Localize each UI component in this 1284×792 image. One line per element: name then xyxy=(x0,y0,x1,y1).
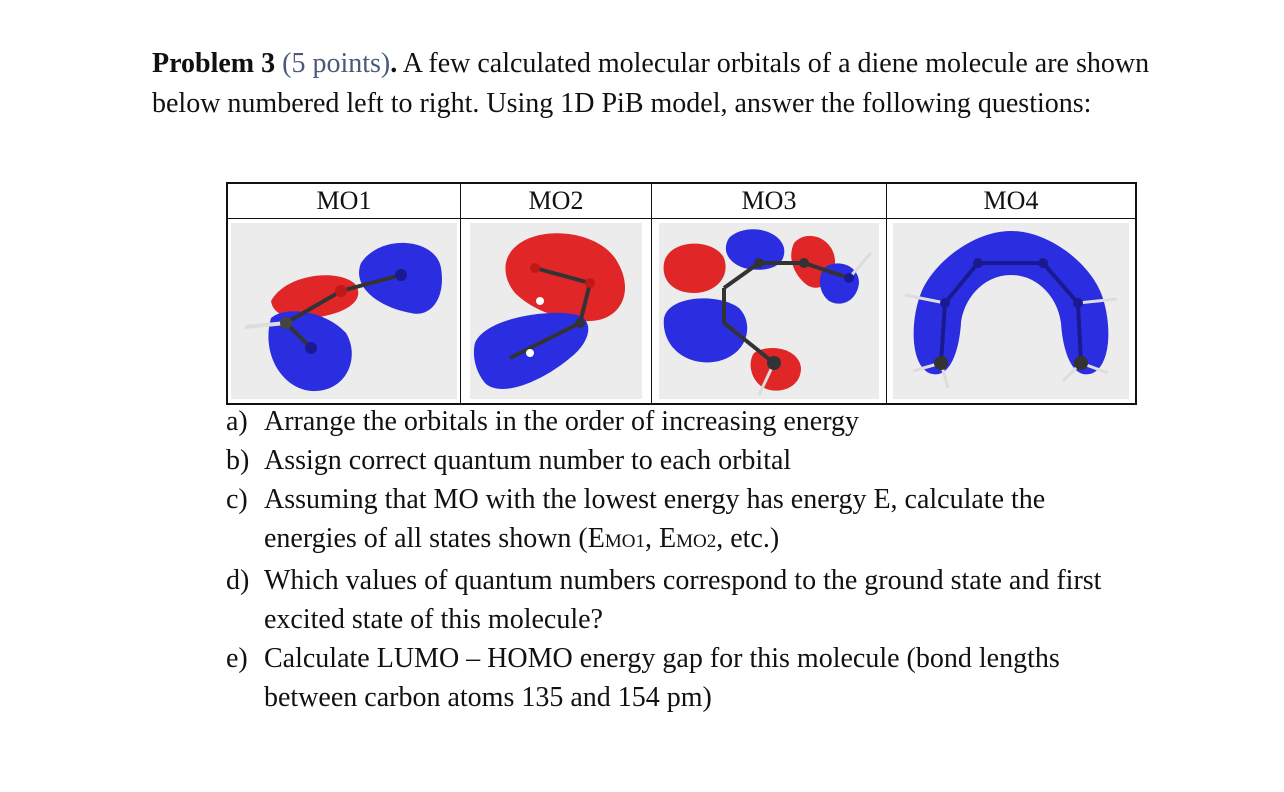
question-list: a) Arrange the orbitals in the order of … xyxy=(226,402,1126,717)
problem-statement: Problem 3 (5 points). A few calculated m… xyxy=(152,44,1152,124)
orbital-image-mo3 xyxy=(651,218,887,405)
header-mo3: MO3 xyxy=(651,182,887,219)
question-text: Which values of quantum numbers correspo… xyxy=(264,565,1102,635)
mo2-orbital-graphic xyxy=(470,223,642,399)
orbital-image-mo4 xyxy=(886,218,1137,405)
problem-heading: Problem 3 xyxy=(152,48,276,79)
question-c-end: , etc.) xyxy=(716,523,780,554)
question-label: d) xyxy=(226,565,250,596)
question-c: c) Assuming that MO with the lowest ener… xyxy=(226,480,1126,561)
question-label: a) xyxy=(226,406,248,437)
question-text: Arrange the orbitals in the order of inc… xyxy=(264,406,860,437)
subscript-mo1: MO1 xyxy=(604,531,645,552)
orbital-image-mo2 xyxy=(460,218,652,405)
orbital-image-mo1 xyxy=(226,218,461,405)
question-text: Assuming that MO with the lowest energy … xyxy=(264,480,1126,561)
mo1-orbital-graphic xyxy=(231,223,457,399)
question-label: e) xyxy=(226,643,248,674)
heading-period: . xyxy=(390,48,398,79)
question-a: a) Arrange the orbitals in the order of … xyxy=(226,402,1126,441)
question-e: e) Calculate LUMO – HOMO energy gap for … xyxy=(226,639,1126,717)
header-mo4: MO4 xyxy=(886,182,1137,219)
question-text: Calculate LUMO – HOMO energy gap for thi… xyxy=(264,643,1060,713)
problem-intro: A few calculated molecular orbitals of a… xyxy=(152,48,1150,119)
mo4-orbital-graphic xyxy=(893,223,1129,399)
question-b: b) Assign correct quantum number to each… xyxy=(226,441,1126,480)
header-mo2: MO2 xyxy=(460,182,652,219)
header-mo1: MO1 xyxy=(226,182,461,219)
mo3-orbital-graphic xyxy=(659,223,879,399)
problem-points: (5 points) xyxy=(282,48,391,79)
subscript-mo2: MO2 xyxy=(676,531,717,552)
question-c-mid: , E xyxy=(644,523,677,554)
question-label: b) xyxy=(226,445,250,476)
question-d: d) Which values of quantum numbers corre… xyxy=(226,561,1126,639)
orbital-table: MO1 MO2 MO3 MO4 xyxy=(226,182,1137,405)
question-c-start: Assuming that MO with the lowest energy … xyxy=(264,484,1046,554)
question-text: Assign correct quantum number to each or… xyxy=(264,445,792,476)
question-label: c) xyxy=(226,484,248,515)
